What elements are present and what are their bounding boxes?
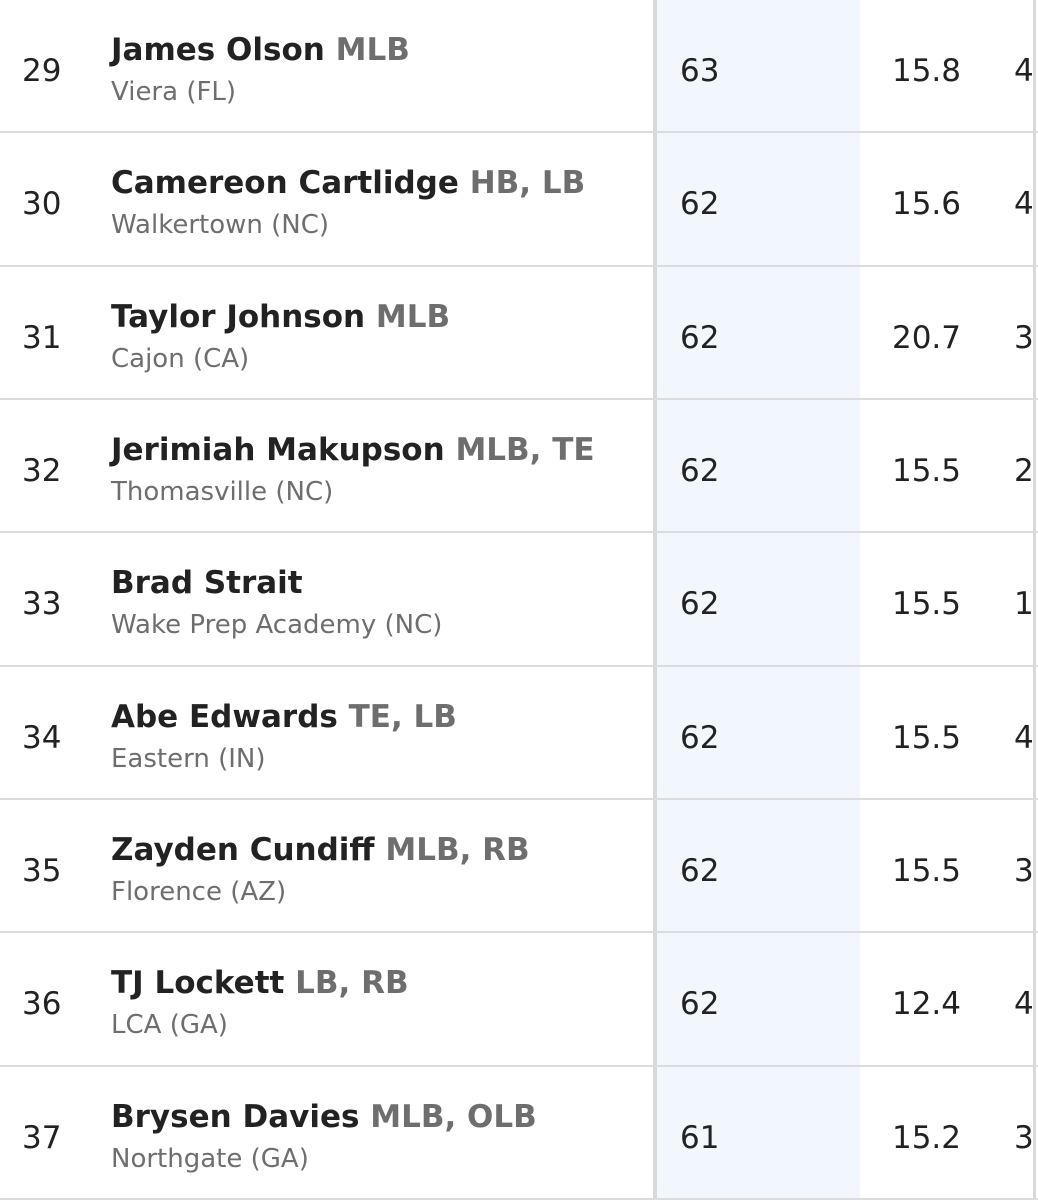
player-name: Camereon Cartlidge <box>111 165 459 202</box>
extra-value: 4 <box>1014 186 1034 223</box>
highlight-column <box>657 0 860 1200</box>
table-row: 37 Brysen Davies MLB, OLB Northgate (GA) 61… <box>0 1067 1038 1200</box>
rating: 62 <box>680 853 720 889</box>
rating: 62 <box>680 186 720 223</box>
player-positions: HB, LB <box>469 165 586 202</box>
player-line: Abe Edwards TE, LB <box>111 699 457 735</box>
table-row: 36 TJ Lockett LB, RB LCA (GA) 62 12.4 4 <box>0 933 1038 1067</box>
player-positions: LB, RB <box>295 965 409 1002</box>
player-line: Taylor Johnson MLB <box>111 299 450 335</box>
extra-value: 1 <box>1014 586 1034 623</box>
stat: 20.7 <box>891 319 961 356</box>
player-positions: TE, LB <box>348 698 457 735</box>
rating: 61 <box>680 1119 720 1156</box>
rank: 34 <box>22 719 62 756</box>
school: Viera (FL) <box>111 77 237 107</box>
stat: 15.5 <box>891 719 961 756</box>
player-name: Brad Strait <box>111 565 303 602</box>
extra-value: 4 <box>1014 719 1034 756</box>
column-divider <box>653 0 657 1200</box>
table-row: 29 James Olson MLB Viera (FL) 63 15.8 4 <box>0 0 1038 134</box>
stat: 15.5 <box>891 453 961 489</box>
player-line: Zayden Cundiff MLB, RB <box>111 832 530 868</box>
extra-value: 4 <box>1014 986 1034 1023</box>
table-row: 35 Zayden Cundiff MLB, RB Florence (AZ) 62 1… <box>0 800 1038 934</box>
table-row: 32 Jerimiah Makupson MLB, TE Thomasville (… <box>0 400 1038 534</box>
stat: 15.2 <box>891 1119 961 1156</box>
school: Thomasville (NC) <box>111 477 334 507</box>
stat: 15.6 <box>891 186 961 223</box>
player-positions: MLB, TE <box>455 432 595 468</box>
school: Northgate (GA) <box>111 1143 309 1174</box>
stat: 15.5 <box>891 853 961 889</box>
rating: 62 <box>680 586 720 623</box>
table-row: 34 Abe Edwards TE, LB Eastern (IN) 62 15.5 4 <box>0 667 1038 800</box>
school: Cajon (CA) <box>111 343 250 374</box>
table-row: 33 Brad Strait Wake Prep Academy (NC) 62 15.… <box>0 533 1038 667</box>
stat: 12.4 <box>891 986 961 1023</box>
school: Florence (AZ) <box>111 877 287 907</box>
stat: 15.5 <box>891 586 961 623</box>
rating: 62 <box>680 719 720 756</box>
rating: 63 <box>680 53 720 89</box>
player-name: Jerimiah Makupson <box>111 432 445 468</box>
player-line: Brad Strait <box>111 565 303 601</box>
player-name: TJ Lockett <box>111 965 285 1002</box>
extra-value: 3 <box>1014 319 1034 356</box>
player-line: TJ Lockett LB, RB <box>111 965 409 1001</box>
extra-value: 2 <box>1014 453 1034 489</box>
rank: 30 <box>22 186 62 223</box>
rank: 29 <box>22 53 62 89</box>
school: LCA (GA) <box>111 1010 228 1041</box>
player-positions: MLB <box>335 32 410 68</box>
rank: 37 <box>22 1119 62 1156</box>
player-positions: MLB, OLB <box>370 1098 537 1135</box>
table-row: 31 Taylor Johnson MLB Cajon (CA) 62 20.7 3 <box>0 267 1038 400</box>
player-name: Brysen Davies <box>111 1098 360 1135</box>
extra-value: 4 <box>1014 53 1034 89</box>
rating: 62 <box>680 986 720 1023</box>
player-positions: MLB <box>375 298 451 335</box>
rank: 32 <box>22 453 62 489</box>
extra-value: 3 <box>1014 1119 1034 1156</box>
player-name: Zayden Cundiff <box>111 832 375 868</box>
school: Wake Prep Academy (NC) <box>111 610 443 641</box>
column-divider <box>1033 0 1036 1200</box>
table-row: 30 Camereon Cartlidge HB, LB Walkertown (N… <box>0 133 1038 267</box>
school: Walkertown (NC) <box>111 210 330 241</box>
player-positions: MLB, RB <box>385 832 530 868</box>
rank: 31 <box>22 319 62 356</box>
player-line: Jerimiah Makupson MLB, TE <box>111 432 595 468</box>
rating: 62 <box>680 319 720 356</box>
rank: 33 <box>22 586 62 623</box>
player-name: Abe Edwards <box>111 698 338 735</box>
player-line: Brysen Davies MLB, OLB <box>111 1099 537 1135</box>
school: Eastern (IN) <box>111 743 266 774</box>
rank: 36 <box>22 986 62 1023</box>
stat: 15.8 <box>891 53 961 89</box>
player-name: Taylor Johnson <box>111 298 366 335</box>
player-line: Camereon Cartlidge HB, LB <box>111 165 585 201</box>
rank: 35 <box>22 853 62 889</box>
extra-value: 3 <box>1014 853 1034 889</box>
player-line: James Olson MLB <box>111 32 410 68</box>
player-name: James Olson <box>111 32 325 68</box>
rating: 62 <box>680 453 720 489</box>
